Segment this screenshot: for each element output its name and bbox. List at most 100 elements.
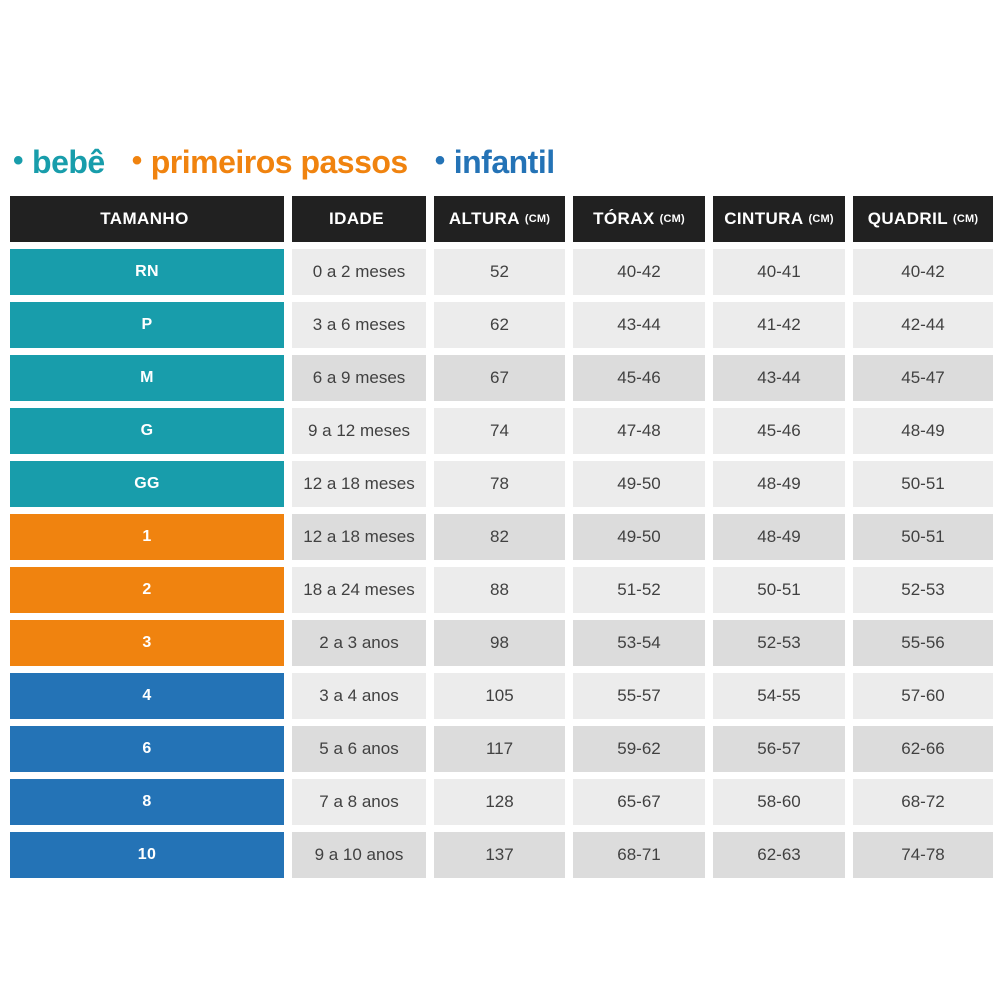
altura-cell: 88: [434, 567, 565, 613]
torax-cell: 49-50: [573, 461, 705, 507]
size-cell-10: 10: [10, 832, 284, 878]
quadril-cell: 50-51: [853, 461, 993, 507]
quadril-cell: 40-42: [853, 249, 993, 295]
altura-cell: 74: [434, 408, 565, 454]
column-header-unit: (CM): [808, 213, 834, 225]
column-header-label: TAMANHO: [100, 209, 189, 228]
torax-cell: 68-71: [573, 832, 705, 878]
quadril-cell: 42-44: [853, 302, 993, 348]
size-cell-2: 2: [10, 567, 284, 613]
torax-cell: 49-50: [573, 514, 705, 560]
size-cell-M: M: [10, 355, 284, 401]
torax-cell: 43-44: [573, 302, 705, 348]
quadril-cell: 68-72: [853, 779, 993, 825]
altura-cell: 67: [434, 355, 565, 401]
cintura-cell: 45-46: [713, 408, 845, 454]
legend-label-bebe: bebê: [32, 144, 105, 180]
legend-item-primeiros-passos: • primeiros passos: [131, 143, 409, 181]
altura-cell: 128: [434, 779, 565, 825]
legend-bullet-icon: •: [131, 143, 143, 177]
idade-cell: 3 a 4 anos: [292, 673, 426, 719]
column-header-unit: (CM): [659, 213, 685, 225]
torax-cell: 65-67: [573, 779, 705, 825]
column-header-altura: ALTURA (CM): [434, 196, 565, 242]
cintura-cell: 43-44: [713, 355, 845, 401]
altura-cell: 98: [434, 620, 565, 666]
altura-cell: 62: [434, 302, 565, 348]
cintura-cell: 58-60: [713, 779, 845, 825]
torax-cell: 45-46: [573, 355, 705, 401]
column-header-cintura: CINTURA (CM): [713, 196, 845, 242]
idade-cell: 6 a 9 meses: [292, 355, 426, 401]
size-cell-6: 6: [10, 726, 284, 772]
altura-cell: 117: [434, 726, 565, 772]
quadril-cell: 62-66: [853, 726, 993, 772]
cintura-cell: 50-51: [713, 567, 845, 613]
column-header-label: CINTURA: [724, 209, 804, 228]
idade-cell: 12 a 18 meses: [292, 514, 426, 560]
idade-cell: 7 a 8 anos: [292, 779, 426, 825]
legend-item-infantil: • infantil: [435, 144, 555, 181]
cintura-cell: 62-63: [713, 832, 845, 878]
column-header-label: TÓRAX: [593, 209, 655, 228]
quadril-cell: 57-60: [853, 673, 993, 719]
cintura-cell: 54-55: [713, 673, 845, 719]
cintura-cell: 56-57: [713, 726, 845, 772]
idade-cell: 5 a 6 anos: [292, 726, 426, 772]
cintura-cell: 41-42: [713, 302, 845, 348]
idade-cell: 2 a 3 anos: [292, 620, 426, 666]
size-cell-4: 4: [10, 673, 284, 719]
cintura-cell: 48-49: [713, 514, 845, 560]
torax-cell: 53-54: [573, 620, 705, 666]
size-table: TAMANHO IDADE ALTURA (CM) TÓRAX (CM) CINTU…: [10, 196, 993, 878]
torax-cell: 55-57: [573, 673, 705, 719]
cintura-cell: 40-41: [713, 249, 845, 295]
quadril-cell: 74-78: [853, 832, 993, 878]
size-cell-GG: GG: [10, 461, 284, 507]
quadril-cell: 50-51: [853, 514, 993, 560]
column-header-label: ALTURA: [448, 209, 520, 228]
idade-cell: 12 a 18 meses: [292, 461, 426, 507]
altura-cell: 82: [434, 514, 565, 560]
column-header-label: QUADRIL: [867, 209, 948, 228]
torax-cell: 47-48: [573, 408, 705, 454]
legend-label-primeiros-passos: primeiros passos: [150, 144, 409, 180]
altura-cell: 78: [434, 461, 565, 507]
legend-bullet-icon: •: [13, 143, 24, 177]
idade-cell: 9 a 10 anos: [292, 832, 426, 878]
column-header-tamanho: TAMANHO: [10, 196, 284, 242]
legend-bullet-icon: •: [434, 143, 446, 177]
column-header-unit: (CM): [524, 213, 551, 225]
size-cell-RN: RN: [10, 249, 284, 295]
column-header-idade: IDADE: [292, 196, 426, 242]
size-cell-3: 3: [10, 620, 284, 666]
quadril-cell: 55-56: [853, 620, 993, 666]
quadril-cell: 45-47: [853, 355, 993, 401]
torax-cell: 51-52: [573, 567, 705, 613]
column-header-torax: TÓRAX (CM): [573, 196, 705, 242]
size-cell-1: 1: [10, 514, 284, 560]
idade-cell: 18 a 24 meses: [292, 567, 426, 613]
altura-cell: 137: [434, 832, 565, 878]
legend: • bebê • primeiros passos • infantil: [13, 144, 555, 181]
quadril-cell: 52-53: [853, 567, 993, 613]
size-cell-P: P: [10, 302, 284, 348]
torax-cell: 40-42: [573, 249, 705, 295]
idade-cell: 0 a 2 meses: [292, 249, 426, 295]
idade-cell: 9 a 12 meses: [292, 408, 426, 454]
idade-cell: 3 a 6 meses: [292, 302, 426, 348]
size-cell-8: 8: [10, 779, 284, 825]
column-header-unit: (CM): [953, 213, 979, 225]
cintura-cell: 48-49: [713, 461, 845, 507]
column-header-quadril: QUADRIL (CM): [853, 196, 993, 242]
column-header-label: IDADE: [329, 209, 384, 228]
altura-cell: 105: [434, 673, 565, 719]
legend-item-bebe: • bebê: [13, 144, 105, 181]
size-cell-G: G: [10, 408, 284, 454]
altura-cell: 52: [434, 249, 565, 295]
legend-label-infantil: infantil: [453, 144, 555, 180]
quadril-cell: 48-49: [853, 408, 993, 454]
torax-cell: 59-62: [573, 726, 705, 772]
cintura-cell: 52-53: [713, 620, 845, 666]
